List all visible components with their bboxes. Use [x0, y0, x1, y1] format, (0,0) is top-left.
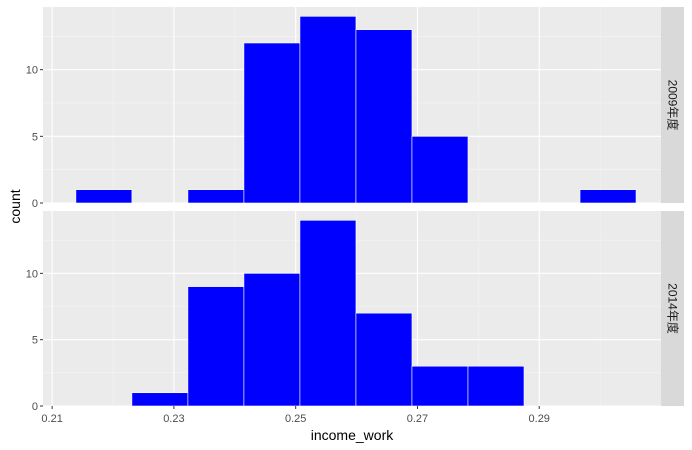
- histogram-bar: [467, 365, 525, 407]
- x-tick-label: 0.23: [163, 413, 184, 425]
- histogram-bar: [579, 189, 637, 204]
- y-tick-label: 5: [32, 131, 38, 143]
- histogram-bar: [355, 29, 413, 204]
- y-tick-label: 0: [32, 401, 38, 413]
- histogram-bar: [131, 392, 189, 407]
- histogram-bar: [187, 189, 245, 204]
- histogram-bar: [243, 273, 301, 407]
- x-tick-label: 0.27: [407, 413, 428, 425]
- y-axis-title: count: [7, 189, 23, 223]
- facet-panel-2: 0 5 10 2014年度: [26, 211, 684, 413]
- histogram-bar: [187, 286, 245, 407]
- facet-strip: [661, 211, 684, 406]
- y-tick-label: 10: [26, 268, 38, 280]
- histogram-bar: [299, 16, 357, 204]
- y-tick-label: 5: [32, 335, 38, 347]
- histogram-bar: [411, 365, 469, 407]
- histogram-bar: [299, 219, 357, 407]
- histogram-bar: [411, 136, 469, 204]
- x-axis-title: income_work: [311, 427, 394, 443]
- facet-strip-label: 2014年度: [666, 283, 681, 334]
- x-tick-label: 0.29: [529, 413, 550, 425]
- facet-strip: [661, 7, 684, 203]
- x-tick-label: 0.25: [285, 413, 306, 425]
- facet-strip-label: 2009年度: [666, 80, 681, 131]
- histogram-bar: [355, 312, 413, 407]
- y-tick-label: 0: [32, 198, 38, 210]
- x-tick-label: 0.21: [41, 413, 62, 425]
- y-tick-label: 10: [26, 65, 38, 77]
- facet-panel-1: 0 5 10 2009年度: [26, 7, 684, 210]
- histogram-bar: [243, 42, 301, 204]
- histogram-bar: [75, 189, 133, 204]
